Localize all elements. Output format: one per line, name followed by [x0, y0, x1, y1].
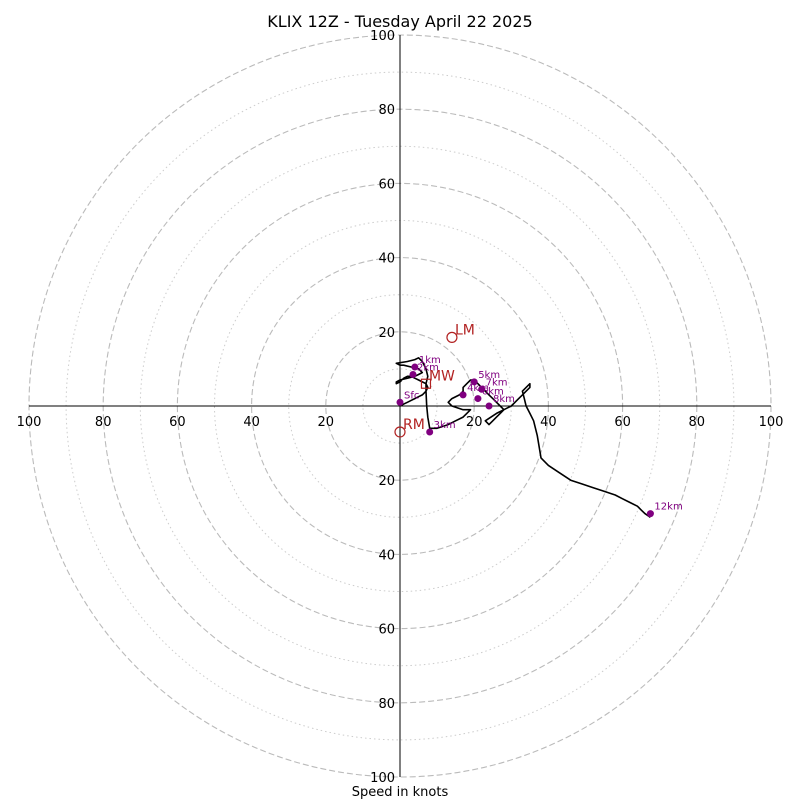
height-marker-label: 1km	[419, 355, 441, 366]
height-marker-label: 6km	[482, 387, 504, 398]
height-marker-label: 4km	[467, 383, 489, 394]
y-tick-label: 20	[378, 326, 395, 341]
storm-motion-label: MW	[429, 369, 455, 385]
height-marker-point	[409, 370, 417, 378]
height-marker-label: 5km	[478, 370, 500, 381]
hodograph-line	[395, 356, 651, 518]
x-tick-label: 80	[689, 415, 706, 430]
y-tick-label: 80	[378, 103, 395, 118]
height-marker-point	[485, 402, 493, 410]
y-tick-label: 40	[378, 548, 395, 563]
y-tick-label: 60	[378, 623, 395, 638]
height-marker-point	[646, 510, 654, 518]
x-tick-label: 80	[95, 415, 112, 430]
height-marker-point	[478, 385, 486, 393]
x-tick-label: 40	[243, 415, 260, 430]
storm-motion-marker	[420, 378, 432, 389]
storm-motion-marker	[394, 426, 406, 438]
y-tick-label: 100	[370, 29, 395, 44]
storm-motion-marker	[446, 331, 458, 343]
tick-labels: 20 20 20 20 40 40 40 40 60 60 60 60 80 80 80 80 100 100 10…	[17, 29, 784, 786]
x-tick-label: 20	[318, 415, 335, 430]
height-marker-point	[470, 378, 478, 386]
storm-motion-markers: LM MW RM	[394, 322, 475, 438]
height-marker-point	[426, 428, 434, 436]
x-tick-label: 20	[466, 415, 483, 430]
height-marker-label: 12km	[654, 502, 682, 513]
y-tick-label: 20	[378, 474, 395, 489]
x-tick-label: 100	[17, 415, 42, 430]
hodograph-trace	[395, 356, 651, 518]
x-tick-label: 60	[614, 415, 631, 430]
x-tick-label: 100	[759, 415, 784, 430]
height-marker-point	[474, 395, 482, 403]
height-marker-point	[396, 398, 404, 406]
x-tick-label: 60	[169, 415, 186, 430]
height-marker-label: 8km	[493, 394, 515, 405]
height-marker-label: 3km	[434, 420, 456, 431]
height-marker-label: 2km	[417, 362, 439, 373]
x-axis-label: Speed in knots	[352, 785, 449, 800]
height-marker-point	[411, 363, 419, 371]
chart-title: KLIX 12Z - Tuesday April 22 2025	[267, 12, 532, 31]
storm-motion-label: RM	[403, 417, 425, 433]
height-marker-label: Sfc	[404, 390, 419, 401]
y-tick-label: 40	[378, 252, 395, 267]
y-tick-label: 80	[378, 697, 395, 712]
y-tick-label: 100	[370, 771, 395, 786]
height-marker-point	[459, 391, 467, 399]
height-marker-label: 7km	[486, 377, 508, 388]
storm-motion-label: LM	[455, 322, 475, 338]
y-tick-label: 60	[378, 177, 395, 192]
x-tick-label: 40	[540, 415, 557, 430]
